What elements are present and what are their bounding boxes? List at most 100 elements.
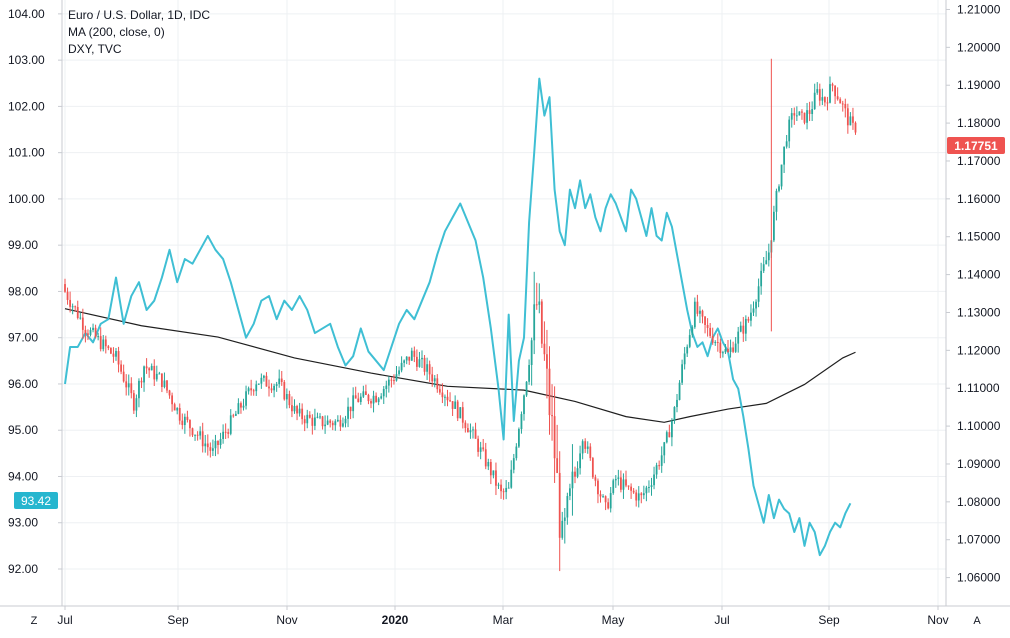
candle-body — [622, 479, 625, 490]
candle-body — [219, 438, 222, 445]
candle-body — [510, 469, 513, 488]
candle-body — [831, 84, 834, 86]
left-tick-label: 98.00 — [8, 284, 38, 298]
candle-body — [627, 485, 630, 487]
candle-body — [421, 357, 423, 360]
candle-body — [602, 496, 604, 498]
candle-body — [576, 468, 579, 477]
candle-body — [808, 110, 811, 115]
candle-body — [625, 479, 627, 486]
right-tick-label: 1.21000 — [957, 2, 1001, 16]
candle-body — [283, 382, 286, 400]
candle-body — [285, 394, 288, 400]
candle-body — [413, 350, 416, 357]
legend-dxy[interactable]: DXY, TVC — [68, 42, 122, 56]
auto-scale-button[interactable]: A — [973, 615, 981, 627]
candle-body — [512, 458, 515, 470]
timezone-button[interactable]: Z — [30, 615, 38, 627]
candle-body — [558, 472, 561, 538]
candle-body — [515, 446, 518, 459]
candle-body — [150, 365, 153, 371]
candle-body — [752, 308, 755, 313]
candle-body — [110, 348, 112, 354]
candle-body — [403, 360, 406, 363]
candle-body — [196, 434, 199, 436]
left-tick-label: 97.00 — [8, 331, 38, 345]
candle-body — [444, 396, 446, 398]
candle-body — [790, 113, 793, 120]
candle-body — [579, 453, 581, 469]
grid — [62, 0, 946, 606]
candle-body — [130, 383, 133, 394]
candle-body — [135, 398, 138, 411]
candle-body — [530, 340, 533, 366]
right-tick-label: 1.17000 — [957, 154, 1001, 168]
candle-body — [525, 381, 528, 396]
candle-body — [189, 419, 191, 429]
left-axis-ticks: 104.00 103.00 102.00 101.00 100.00 99.00 98.00… — [8, 7, 62, 576]
candle-body — [484, 449, 487, 467]
candle-body — [816, 89, 819, 93]
candle-body — [765, 260, 768, 265]
candle-body — [250, 388, 253, 391]
candle-body — [722, 352, 724, 354]
candle-body — [441, 392, 444, 398]
time-tick-label: Mar — [493, 613, 514, 627]
candle-body — [334, 421, 337, 426]
candle-body — [385, 385, 388, 390]
candle-body — [668, 432, 671, 438]
candle-body — [382, 389, 385, 397]
candle-body — [372, 395, 375, 404]
candle-body — [321, 416, 324, 427]
candle-body — [650, 485, 653, 488]
candle-body — [446, 396, 449, 401]
candle-body — [240, 403, 242, 408]
candle-body — [390, 379, 393, 381]
candle-body — [472, 429, 474, 431]
candle-body — [686, 346, 689, 354]
candle-body — [824, 97, 826, 103]
candle-body — [518, 429, 520, 447]
candle-body — [92, 327, 94, 331]
candle-body — [757, 286, 760, 302]
candle-body — [303, 419, 306, 424]
candle-body — [829, 84, 831, 103]
legend-ma[interactable]: MA (200, close, 0) — [68, 25, 165, 39]
candle-body — [418, 359, 421, 367]
candle-body — [377, 398, 380, 403]
candle-body — [632, 490, 635, 493]
candle-body — [352, 395, 355, 412]
candle-body — [224, 431, 227, 433]
ma-200-line — [64, 308, 856, 423]
candle-body — [173, 404, 176, 411]
left-tick-label: 101.00 — [8, 146, 45, 160]
candle-body — [291, 405, 293, 412]
candle-body — [594, 477, 597, 481]
candle-body — [104, 339, 107, 347]
candle-body — [163, 380, 166, 387]
candle-body — [347, 406, 349, 419]
candle-body — [168, 390, 171, 396]
candle-body — [255, 384, 258, 392]
candle-body — [658, 465, 661, 467]
time-tick-label: Jul — [57, 613, 72, 627]
candle-body — [331, 422, 334, 426]
candle-body — [783, 146, 785, 165]
candle-body — [428, 364, 431, 375]
candle-body — [423, 357, 426, 372]
candle-body — [145, 366, 148, 369]
legend-symbol[interactable]: Euro / U.S. Dollar, 1D, IDC — [68, 8, 211, 22]
candle-body — [497, 484, 500, 486]
ma-200-path — [64, 308, 856, 423]
candle-body — [217, 440, 219, 445]
candle-body — [479, 447, 482, 452]
candle-body — [744, 318, 747, 334]
candle-body — [635, 492, 638, 501]
candle-body — [599, 494, 602, 497]
axes — [0, 0, 1010, 607]
candle-body — [492, 470, 495, 476]
right-tick-label: 1.19000 — [957, 78, 1001, 92]
left-tick-label: 99.00 — [8, 238, 38, 252]
candle-body — [176, 407, 179, 411]
